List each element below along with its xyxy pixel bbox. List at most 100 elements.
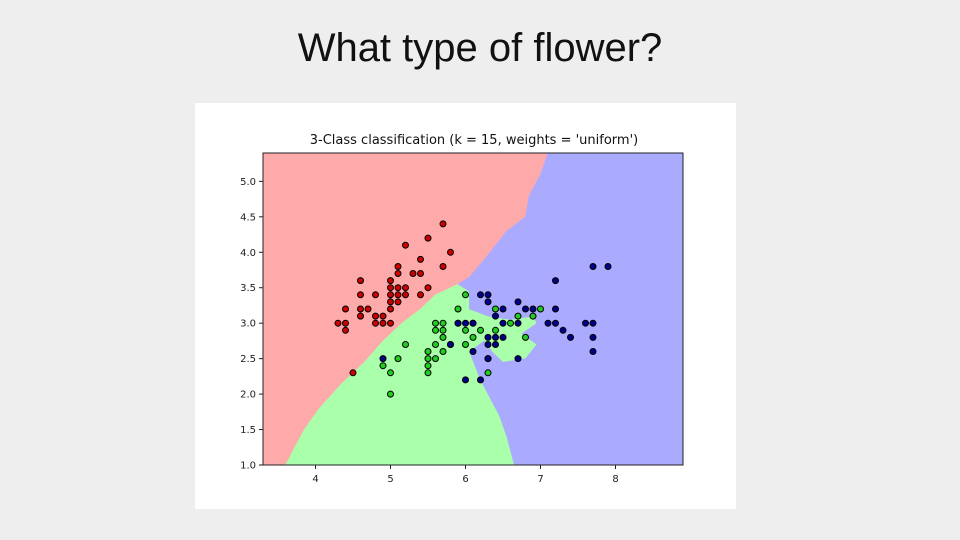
data-point-blue	[492, 341, 499, 348]
data-point-blue	[484, 291, 492, 299]
data-point-red	[357, 291, 364, 299]
data-point-red	[372, 312, 379, 320]
data-point-blue	[484, 333, 492, 341]
data-point-green	[402, 341, 409, 348]
data-point-blue	[447, 341, 454, 348]
data-point-red	[417, 291, 424, 299]
data-point-red	[439, 263, 447, 270]
data-point-red	[387, 284, 394, 292]
x-tick-label: 5	[387, 474, 393, 485]
data-point-blue	[484, 341, 492, 348]
data-point-green	[492, 305, 499, 313]
x-tick-label: 6	[462, 474, 468, 485]
data-point-blue	[552, 319, 559, 327]
data-point-blue	[499, 319, 507, 327]
data-point-red	[394, 298, 402, 306]
chart-title: 3-Class classification (k = 15, weights …	[310, 133, 638, 148]
data-point-red	[394, 263, 402, 270]
data-point-blue	[552, 277, 559, 285]
data-point-green	[424, 348, 432, 355]
chart-figure: 3-Class classification (k = 15, weights …	[195, 103, 736, 509]
data-point-red	[372, 291, 379, 299]
data-point-blue	[529, 305, 537, 313]
data-point-green	[432, 326, 439, 334]
data-point-blue	[589, 333, 597, 341]
data-point-red	[394, 291, 402, 299]
data-point-red	[342, 305, 349, 313]
data-point-blue	[469, 348, 477, 355]
data-point-red	[357, 305, 364, 313]
data-point-blue	[522, 305, 529, 313]
data-point-green	[507, 319, 514, 327]
data-point-red	[379, 312, 387, 320]
data-point-green	[432, 355, 439, 363]
y-tick-label: 5.0	[240, 177, 256, 188]
data-point-blue	[462, 319, 469, 327]
data-point-blue	[477, 291, 484, 299]
data-point-red	[334, 319, 342, 327]
data-point-red	[387, 298, 394, 306]
data-point-blue	[477, 376, 484, 384]
data-point-blue	[499, 305, 507, 313]
data-point-red	[417, 270, 424, 277]
data-point-blue	[379, 355, 387, 363]
data-point-red	[424, 284, 432, 292]
data-point-red	[394, 284, 402, 292]
data-point-blue	[492, 333, 499, 341]
data-point-blue	[544, 319, 552, 327]
data-point-green	[379, 362, 387, 370]
data-point-red	[387, 319, 394, 327]
data-point-green	[537, 305, 544, 313]
data-point-green	[492, 326, 499, 334]
data-point-green	[439, 333, 447, 341]
data-point-red	[402, 291, 409, 299]
y-tick-label: 3.5	[240, 283, 256, 294]
data-point-green	[432, 341, 439, 348]
x-tick-label: 7	[537, 474, 543, 485]
data-point-red	[394, 270, 402, 277]
y-tick-label: 3.0	[240, 319, 256, 330]
data-point-blue	[499, 333, 507, 341]
data-point-green	[424, 355, 432, 363]
data-point-green	[514, 312, 522, 320]
decision-regions	[262, 152, 684, 466]
data-point-red	[349, 369, 357, 377]
data-point-green	[439, 348, 447, 355]
plot-frame	[262, 152, 684, 466]
data-point-blue	[462, 376, 469, 384]
data-point-blue	[589, 263, 597, 270]
data-point-blue	[484, 355, 492, 363]
data-point-blue	[589, 348, 597, 355]
data-point-red	[424, 234, 432, 242]
slide-title: What type of flower?	[297, 26, 663, 70]
data-point-green	[454, 305, 462, 313]
x-tick-label: 4	[312, 474, 318, 485]
data-point-green	[424, 369, 432, 377]
data-point-red	[372, 319, 379, 327]
y-axis-ticks: 1.0 1.5 2.0 2.5 3.0 3.5 4.0 4.5 5.0	[240, 177, 263, 472]
data-point-green	[424, 362, 432, 370]
data-point-blue	[559, 326, 567, 334]
data-point-blue	[469, 319, 477, 327]
data-point-blue	[514, 319, 522, 327]
data-point-blue	[552, 305, 559, 313]
data-point-red	[409, 270, 417, 277]
data-point-red	[387, 291, 394, 299]
data-point-green	[394, 355, 402, 363]
data-point-blue	[589, 319, 597, 327]
data-point-red	[379, 319, 387, 327]
data-point-red	[417, 255, 424, 263]
data-point-red	[387, 277, 394, 285]
data-point-green	[387, 369, 394, 377]
data-point-green	[387, 390, 394, 398]
data-points	[334, 220, 612, 398]
data-point-blue	[514, 298, 522, 306]
data-point-green	[529, 312, 537, 320]
data-point-blue	[604, 263, 612, 270]
data-point-blue	[492, 312, 499, 320]
data-point-green	[439, 326, 447, 334]
x-tick-label: 8	[612, 474, 618, 485]
data-point-blue	[567, 333, 574, 341]
data-point-red	[402, 284, 409, 292]
y-tick-label: 1.5	[240, 425, 256, 436]
